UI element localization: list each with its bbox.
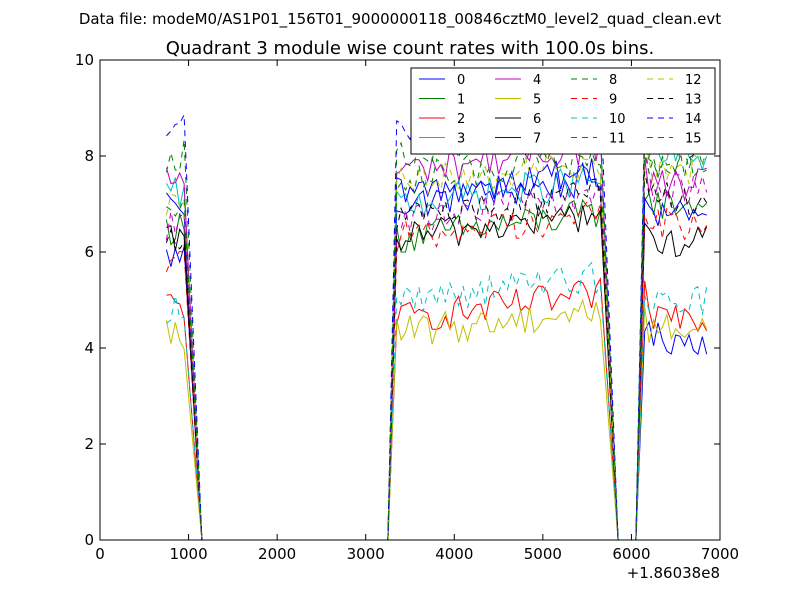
series-line-4 — [165, 135, 707, 540]
x-tick-label: 1000 — [169, 545, 207, 563]
legend-label: 9 — [609, 93, 617, 108]
x-tick-label: 6000 — [612, 545, 650, 563]
legend-label: 15 — [685, 132, 702, 147]
legend-label: 2 — [457, 112, 465, 127]
y-tick-label: 4 — [84, 339, 94, 357]
series-line-5 — [165, 298, 708, 540]
legend-box — [410, 67, 716, 155]
series-line-7 — [165, 158, 707, 540]
series-line-2 — [166, 276, 708, 540]
legend-label: 7 — [533, 132, 541, 147]
series-line-9 — [165, 200, 708, 540]
y-tick-label: 6 — [84, 243, 94, 261]
series-line-6 — [166, 204, 708, 540]
series-line-8 — [165, 114, 708, 540]
legend-label: 3 — [457, 132, 465, 147]
series-line-13 — [165, 171, 708, 540]
series-line-15 — [166, 145, 707, 540]
series-line-1 — [165, 189, 708, 540]
plot-frame — [99, 59, 721, 541]
figure-suptitle: Data file: modeM0/AS1P01_156T01_90000001… — [79, 10, 721, 29]
legend-label: 6 — [533, 112, 541, 127]
series-line-11 — [165, 154, 708, 540]
legend-label: 1 — [457, 93, 465, 108]
legend-label: 13 — [685, 93, 702, 108]
x-tick-label: 4000 — [435, 545, 473, 563]
legend-label: 14 — [685, 112, 702, 127]
series-line-10 — [166, 261, 708, 540]
legend-label: 0 — [457, 73, 465, 88]
x-tick-label: 0 — [95, 545, 105, 563]
legend-label: 4 — [533, 73, 541, 88]
y-tick-label: 8 — [84, 147, 94, 165]
series-layer — [165, 90, 708, 540]
x-tick-label: 5000 — [524, 545, 562, 563]
x-tick-label: 2000 — [258, 545, 296, 563]
legend-label: 10 — [609, 112, 626, 127]
y-tick-label: 10 — [75, 51, 94, 69]
series-line-3 — [165, 125, 708, 540]
series-line-0 — [165, 164, 708, 540]
y-tick-label: 2 — [84, 435, 94, 453]
x-offset-label: +1.86038e8 — [627, 564, 720, 582]
y-tick-label: 0 — [84, 531, 94, 549]
legend-label: 8 — [609, 73, 617, 88]
series-line-12 — [165, 139, 708, 540]
x-tick-label: 3000 — [347, 545, 385, 563]
legend-label: 5 — [533, 93, 541, 108]
x-tick-label: 7000 — [701, 545, 739, 563]
legend-label: 11 — [609, 132, 626, 147]
legend-label: 12 — [685, 73, 702, 88]
chart-title: Quadrant 3 module wise count rates with … — [166, 38, 655, 59]
